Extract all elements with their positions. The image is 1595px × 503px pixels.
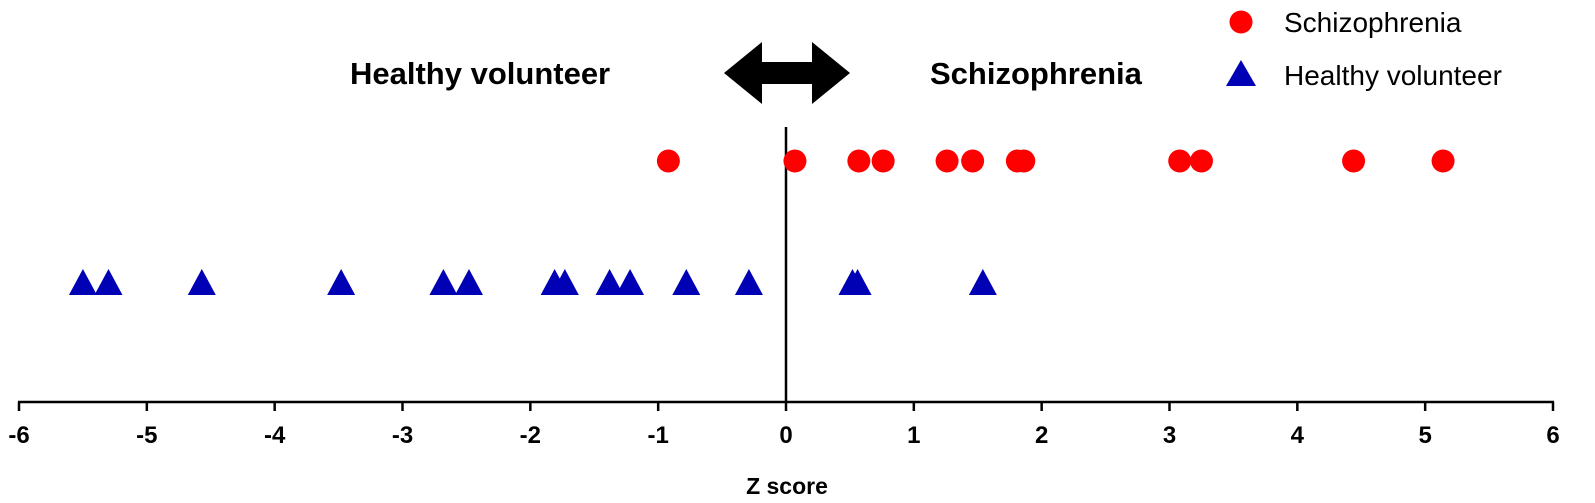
healthy-volunteer-point [550, 269, 579, 295]
healthy-volunteer-point [672, 269, 701, 295]
x-tick-label: 6 [1546, 422, 1559, 449]
schizophrenia-point [783, 149, 807, 173]
direction-arrow [724, 42, 850, 104]
x-axis-ticks: -6 -5 -4 -3 -2 -1 0 1 2 3 4 5 6 [8, 402, 1560, 449]
left-annotation: Healthy volunteer [350, 56, 610, 91]
legend-label-healthy-volunteer: Healthy volunteer [1284, 60, 1502, 91]
schizophrenia-point [1189, 149, 1213, 173]
schizophrenia-point [961, 149, 985, 173]
schizophrenia-point [935, 149, 959, 173]
healthy-volunteer-point [187, 269, 216, 295]
healthy-volunteer-point [843, 269, 872, 295]
x-tick-label: -5 [136, 422, 157, 449]
healthy-volunteer-point [327, 269, 356, 295]
x-tick-label: -3 [392, 422, 413, 449]
right-annotation: Schizophrenia [930, 56, 1143, 91]
x-tick-label: -1 [647, 422, 668, 449]
x-tick-label: -4 [264, 422, 286, 449]
schizophrenia-point [656, 149, 680, 173]
x-tick-label: -2 [520, 422, 541, 449]
schizophrenia-point [1431, 149, 1455, 173]
schizophrenia-point [847, 149, 871, 173]
healthy-volunteer-point [616, 269, 645, 295]
x-tick-label: 3 [1163, 422, 1176, 449]
x-tick-label: -6 [8, 422, 29, 449]
schizophrenia-point [871, 149, 895, 173]
legend-marker-schizophrenia [1229, 10, 1253, 34]
legend-marker-healthy-volunteer [1226, 60, 1256, 86]
healthy-volunteer-point [595, 269, 624, 295]
healthy-volunteer-point [968, 269, 997, 295]
x-tick-label: 4 [1291, 422, 1305, 449]
schizophrenia-point [1012, 149, 1036, 173]
x-tick-label: 5 [1418, 422, 1431, 449]
data-points [68, 149, 1455, 295]
x-tick-label: 0 [779, 422, 792, 449]
healthy-volunteer-point [734, 269, 763, 295]
schizophrenia-point [1168, 149, 1192, 173]
double-arrow-icon [724, 42, 850, 104]
legend: Schizophrenia Healthy volunteer [1226, 7, 1502, 91]
healthy-volunteer-point [454, 269, 483, 295]
legend-label-schizophrenia: Schizophrenia [1284, 7, 1462, 38]
series-schizophrenia [656, 149, 1455, 173]
schizophrenia-point [1342, 149, 1366, 173]
x-axis-title: Z score [746, 473, 828, 499]
healthy-volunteer-point [429, 269, 458, 295]
healthy-volunteer-point [94, 269, 123, 295]
x-tick-label: 1 [907, 422, 920, 449]
x-tick-label: 2 [1035, 422, 1048, 449]
healthy-volunteer-point [68, 269, 97, 295]
series-healthy-volunteer [68, 269, 997, 295]
